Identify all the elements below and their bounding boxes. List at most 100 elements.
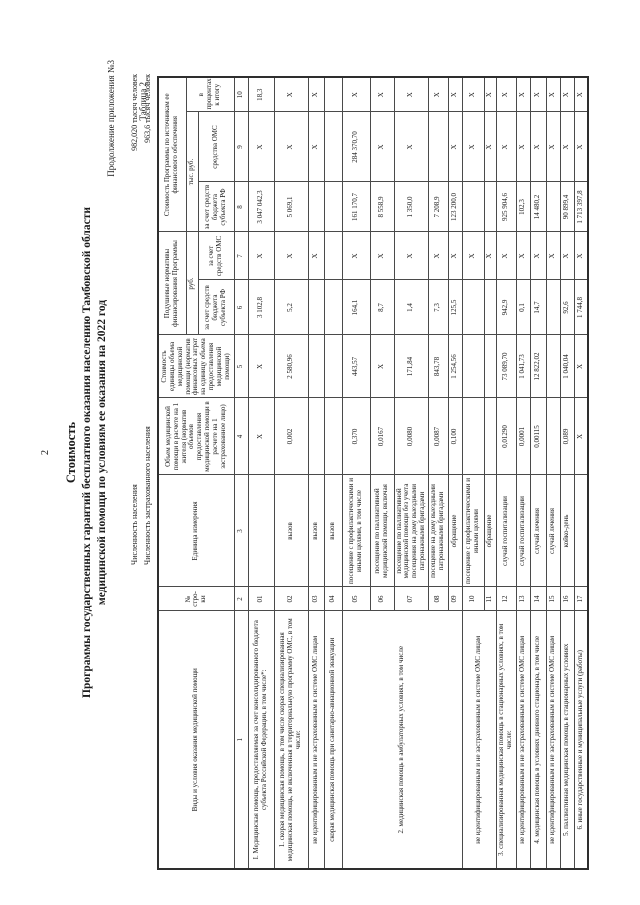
population-value: 982,020 тысяч человек xyxy=(130,74,139,151)
unit-cell xyxy=(248,475,274,587)
col-header-budget-percap: за счет средств бюджета субъекта РФ xyxy=(198,280,234,335)
unit-rub: руб. xyxy=(186,232,198,335)
cell: 942,9 xyxy=(496,280,517,335)
cell: X xyxy=(530,77,547,112)
cell: 7 208,9 xyxy=(428,182,449,232)
cost-table: Виды и условия оказания медицинской помо… xyxy=(157,76,590,870)
cell: 1 040,04 xyxy=(560,335,575,398)
cell: 14,7 xyxy=(530,280,547,335)
table-row: не идентифицированным и не застрахованны… xyxy=(462,77,497,869)
cell: X xyxy=(248,112,274,182)
cell xyxy=(324,398,342,475)
colnum: 4 xyxy=(234,398,248,475)
row-label: не идентифицированным и не застрахованны… xyxy=(546,611,561,869)
cell: 0,1 xyxy=(516,280,531,335)
cell: 8 558,9 xyxy=(370,182,394,232)
cell xyxy=(308,335,324,398)
insured-value: 963,6 тысяч человек xyxy=(143,74,152,143)
insured-line: Численность застрахованного населения 96… xyxy=(143,74,152,565)
population-label: Численность населения xyxy=(130,484,139,565)
cell xyxy=(324,335,342,398)
cell: X xyxy=(496,112,517,182)
unit-tys-rub: тыс. руб. xyxy=(186,112,198,232)
cell: 0,01290 xyxy=(496,398,517,475)
group-header-per-capita: Подушевые нормативы финансирования Прогр… xyxy=(158,232,186,335)
cell: X xyxy=(560,232,575,280)
row-num: 12 xyxy=(496,587,517,611)
table-row: 3. специализированная медицинская помощь… xyxy=(496,77,517,869)
table-row: скорая медицинская помощь при санитарно-… xyxy=(324,77,342,869)
row-label: 2. медицинская помощь в амбулаторных усл… xyxy=(342,611,463,869)
cell: X xyxy=(394,77,429,112)
cell xyxy=(546,280,561,335)
colnum: 2 xyxy=(234,587,248,611)
cell: X xyxy=(574,398,589,475)
cell: X xyxy=(574,335,589,398)
cell: 164,1 xyxy=(342,280,370,335)
cell xyxy=(462,335,485,398)
cell: 1 713 397,8 xyxy=(574,182,589,232)
cell: X xyxy=(462,112,485,182)
cell: 843,78 xyxy=(428,335,449,398)
unit-cell: койко-день xyxy=(560,475,575,587)
cell: X xyxy=(274,112,308,182)
table-row: не идентифицированным и не застрахованны… xyxy=(308,77,324,869)
row-num: 04 xyxy=(324,587,342,611)
unit-cell: вызов xyxy=(308,475,324,587)
cell: 1 254,56 xyxy=(448,335,463,398)
cell: 284 370,70 xyxy=(342,112,370,182)
column-numbers-row: 1 2 3 4 5 6 7 8 9 10 xyxy=(234,77,248,869)
unit-cell: обращение xyxy=(484,475,497,587)
cell: X xyxy=(516,232,531,280)
row-label: не идентифицированным и не застрахованны… xyxy=(308,611,324,869)
table-row: 5. паллиативная медицинская помощь в ста… xyxy=(560,77,575,869)
colnum: 8 xyxy=(234,182,248,232)
row-num: 16 xyxy=(560,587,575,611)
unit-cell: посещение с профилактическими и иными це… xyxy=(462,475,485,587)
cell: X xyxy=(342,77,370,112)
cell: 1 350,0 xyxy=(394,182,429,232)
cell: X xyxy=(530,232,547,280)
unit-cell: посещение на дому выездными патронажными… xyxy=(428,475,449,587)
cell xyxy=(484,398,497,475)
cell: X xyxy=(394,232,429,280)
cell: 0,100 xyxy=(448,398,463,475)
cell xyxy=(484,335,497,398)
cell: 2 580,96 xyxy=(274,335,308,398)
doc-title-line1: Стоимость xyxy=(64,421,78,484)
col-header-unit: Единица измерения xyxy=(158,475,234,587)
col-header-oms-cost: средства ОМС xyxy=(198,112,234,182)
row-label: 6. иные государственные и муниципальные … xyxy=(574,611,589,869)
cell: X xyxy=(574,77,589,112)
cell xyxy=(324,182,342,232)
cell xyxy=(324,280,342,335)
table-row: 4. медицинская помощь в условиях дневног… xyxy=(530,77,547,869)
cell: 0,0087 xyxy=(428,398,449,475)
cell: 0,0001 xyxy=(516,398,531,475)
row-num: 13 xyxy=(516,587,531,611)
cell: X xyxy=(248,398,274,475)
cell: X xyxy=(546,77,561,112)
cell xyxy=(308,280,324,335)
row-num: 10 xyxy=(462,587,485,611)
cell: 161 170,7 xyxy=(342,182,370,232)
row-num: 11 xyxy=(484,587,497,611)
cell: X xyxy=(516,112,531,182)
cell xyxy=(308,182,324,232)
cell: X xyxy=(308,77,324,112)
cell: X xyxy=(448,232,463,280)
cell: X xyxy=(394,112,429,182)
row-label: 4. медицинская помощь в условиях дневног… xyxy=(530,611,547,869)
cell: 90 899,4 xyxy=(560,182,575,232)
population-line: Численность населения 982,020 тысяч чело… xyxy=(130,74,139,565)
unit-cell: случай лечения xyxy=(546,475,561,587)
row-num: 05 xyxy=(342,587,370,611)
cell: X xyxy=(308,232,324,280)
cell: 123 200,0 xyxy=(448,182,463,232)
colnum: 6 xyxy=(234,280,248,335)
table-row: 2. медицинская помощь в амбулаторных усл… xyxy=(342,77,463,869)
cell: X xyxy=(574,232,589,280)
cell xyxy=(428,112,449,182)
